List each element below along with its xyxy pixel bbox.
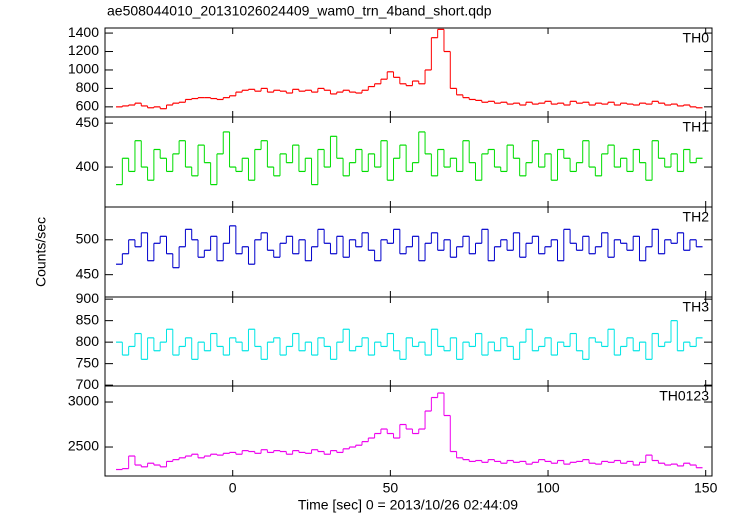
panel-label: TH0123 bbox=[659, 388, 709, 404]
y-tick-label: 3000 bbox=[68, 393, 99, 409]
x-tick-label: 0 bbox=[229, 480, 237, 496]
x-tick-label: 150 bbox=[694, 480, 718, 496]
y-tick-label: 800 bbox=[76, 79, 100, 95]
y-tick-label: 1200 bbox=[68, 42, 99, 58]
panel-label: TH0 bbox=[683, 30, 710, 46]
x-tick-label: 100 bbox=[536, 480, 560, 496]
y-tick-label: 600 bbox=[76, 98, 100, 114]
y-tick-label: 450 bbox=[76, 265, 100, 281]
y-tick-label: 750 bbox=[76, 354, 100, 370]
y-tick-label: 700 bbox=[76, 376, 100, 392]
y-tick-label: 400 bbox=[76, 158, 100, 174]
x-axis-label: Time [sec] 0 = 2013/10/26 02:44:09 bbox=[298, 497, 518, 513]
panel-frame bbox=[104, 296, 713, 387]
y-tick-label: 500 bbox=[76, 230, 100, 246]
panel-label: TH1 bbox=[683, 119, 710, 135]
y-tick-label: 1400 bbox=[68, 24, 99, 40]
y-tick-label: 800 bbox=[76, 333, 100, 349]
y-axis-label: Counts/sec bbox=[33, 217, 49, 287]
y-tick-label: 1000 bbox=[68, 61, 99, 77]
y-tick-label: 450 bbox=[76, 114, 100, 130]
panel-frame bbox=[104, 385, 713, 477]
panel-label: TH3 bbox=[683, 299, 710, 315]
chart-title: ae508044010_20131026024409_wam0_trn_4ban… bbox=[107, 3, 492, 19]
panel-label: TH2 bbox=[683, 209, 710, 225]
y-tick-label: 850 bbox=[76, 311, 100, 327]
x-tick-label: 50 bbox=[383, 480, 399, 496]
y-tick-label: 2500 bbox=[68, 438, 99, 454]
y-tick-label: 900 bbox=[76, 290, 100, 306]
panel-frame bbox=[104, 206, 713, 298]
